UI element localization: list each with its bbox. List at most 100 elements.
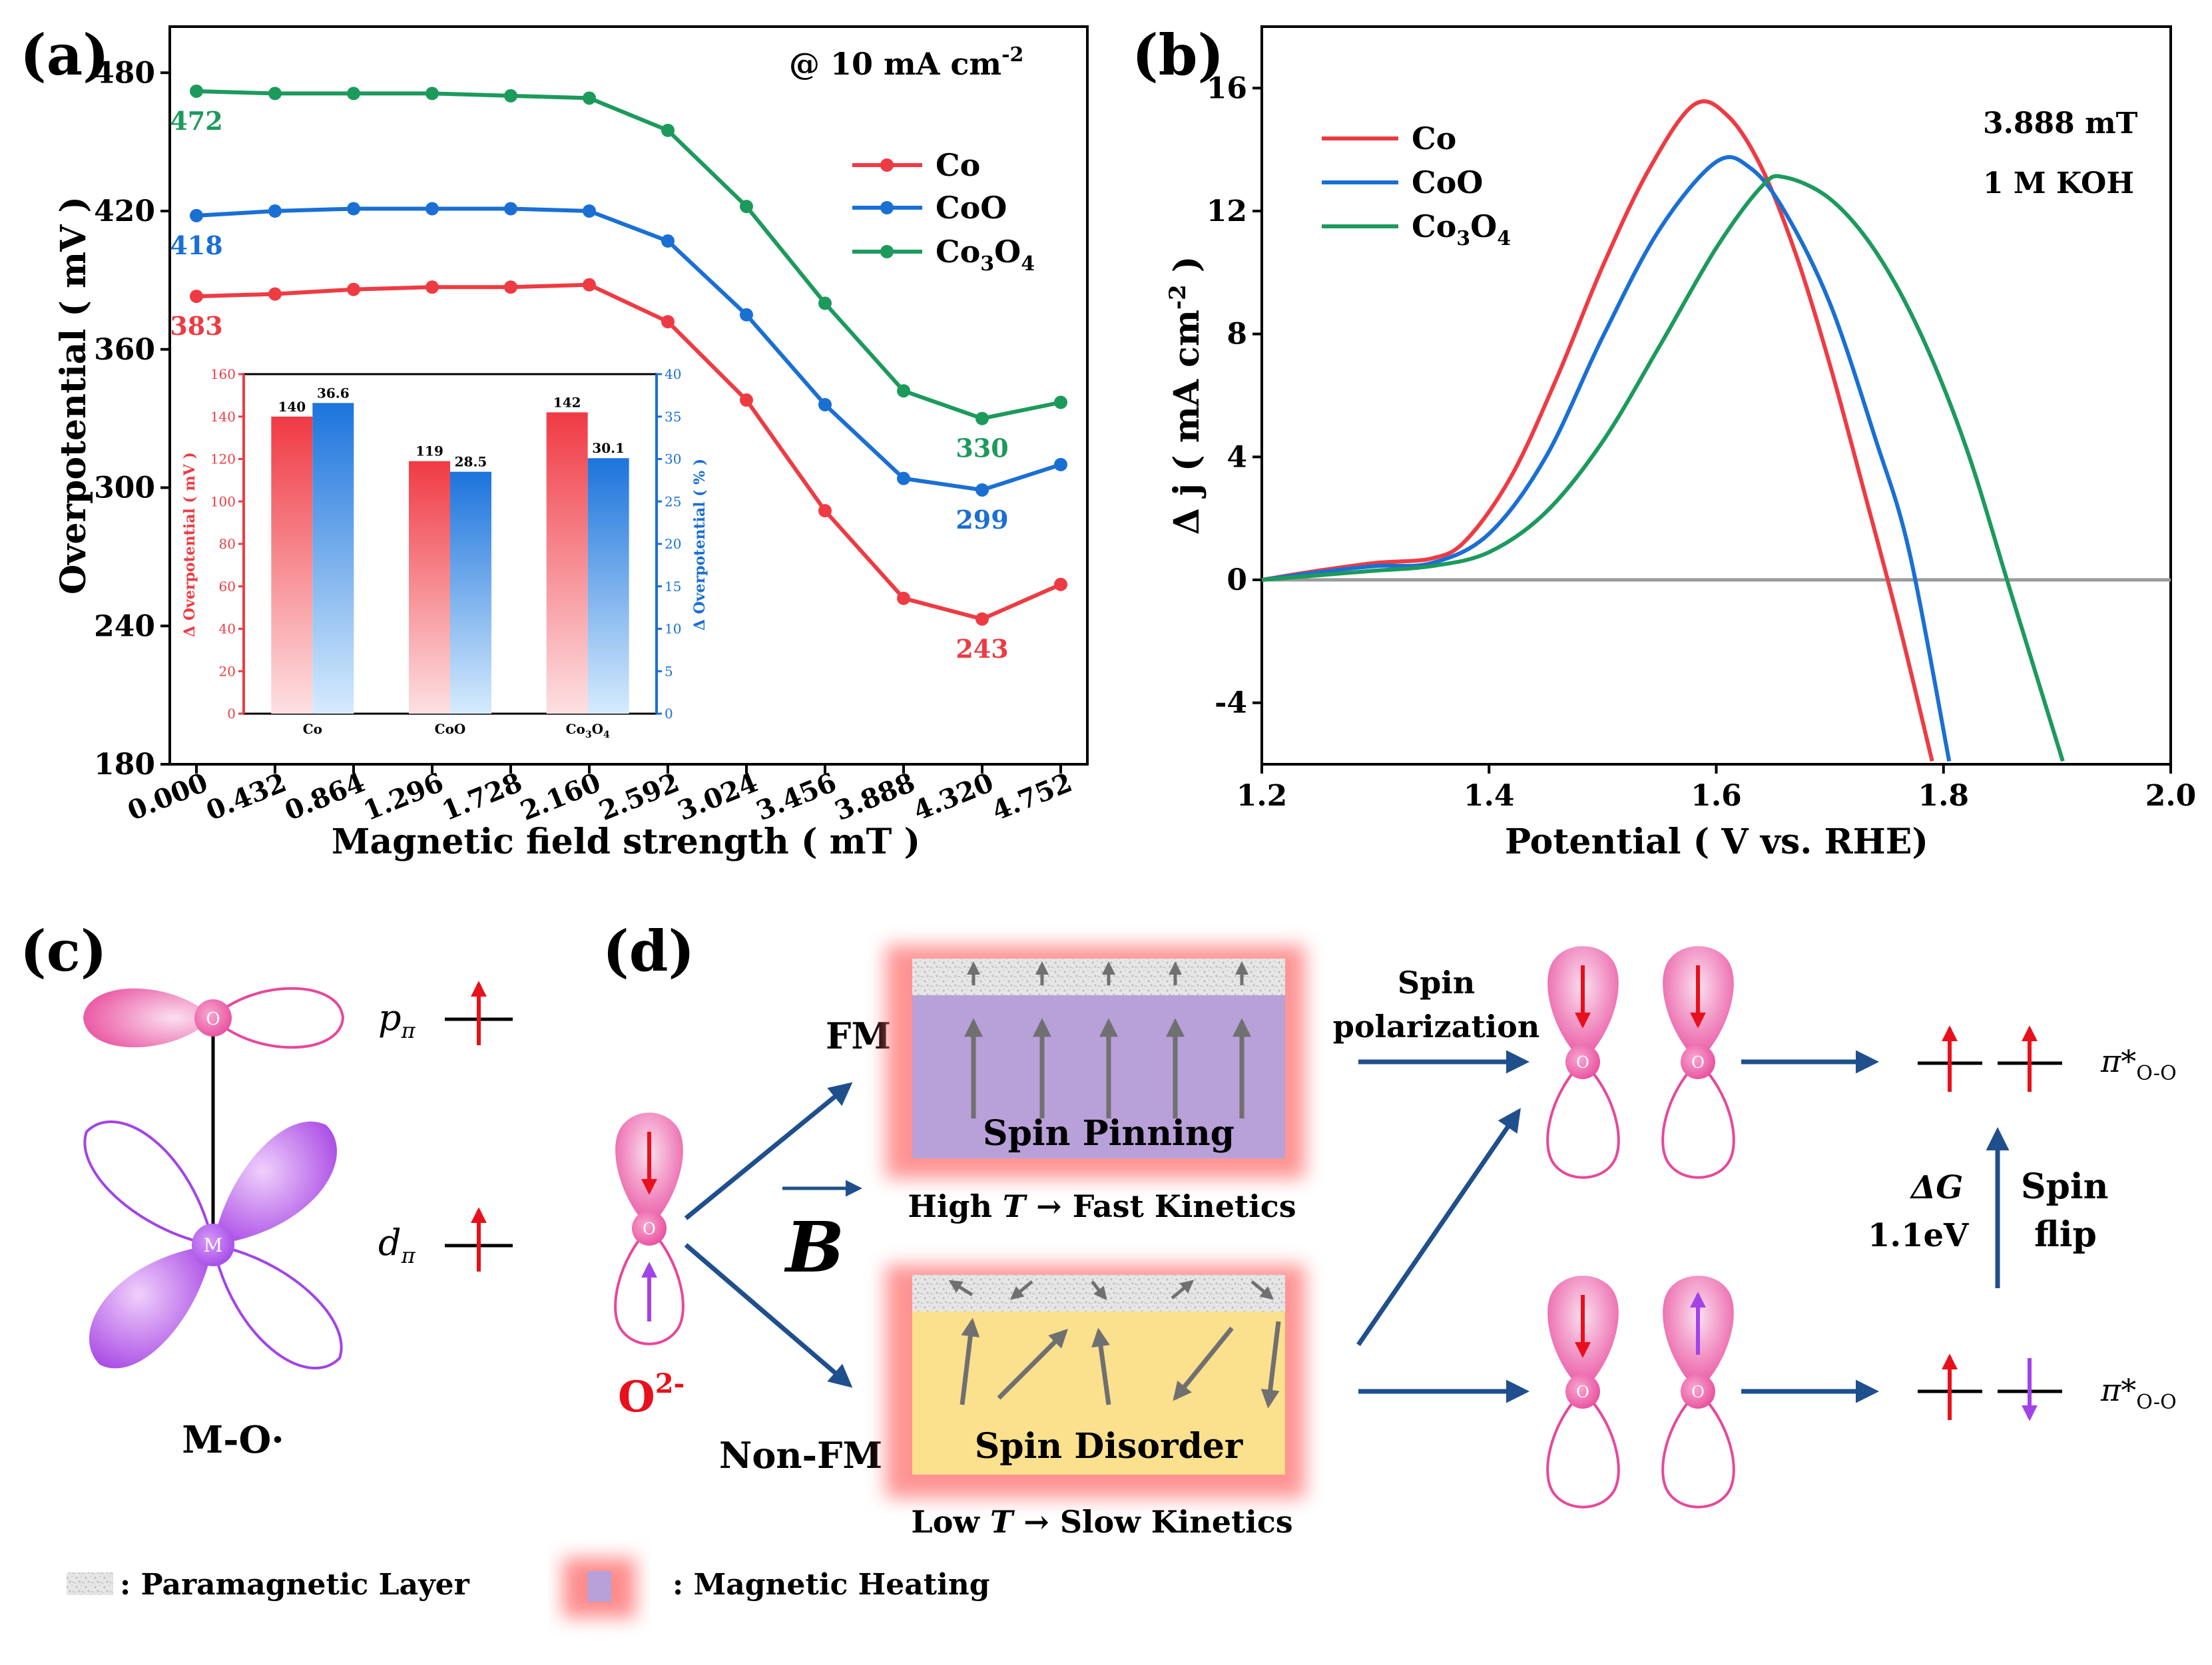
b-xtick-label: 1.6 xyxy=(1691,779,1742,813)
nonfm-kinetics-label: Low T → Slow Kinetics xyxy=(911,1504,1292,1540)
a-point-label: 299 xyxy=(956,505,1008,535)
a-xtick-label: 3.888 xyxy=(830,767,920,828)
inset-ytick-left-label: 140 xyxy=(210,409,236,425)
a-point-co xyxy=(897,591,910,605)
nonfm-label: Non-FM xyxy=(719,1434,882,1477)
inset-bar-mv xyxy=(409,461,450,714)
a-point-coo xyxy=(190,208,203,222)
a-point-label: 472 xyxy=(170,106,222,136)
panel-a-plot-frame xyxy=(168,25,1089,766)
polarized-o-left-label: O xyxy=(1576,1053,1589,1072)
b-xtick-label: 1.8 xyxy=(1918,779,1969,813)
inset-ytick-right-label: 0 xyxy=(665,706,673,722)
panel-b: (b) -4 0 4 8 12 16 1.2 1.4 1.6 1.8 2.0 Co CoO Co3O… xyxy=(1132,22,2196,862)
panel-c-label: (c) xyxy=(20,918,107,984)
magnetic-heating-legend: : Magnetic Heating xyxy=(673,1568,990,1602)
arrow-nonfm-to-polarized xyxy=(1356,1108,1521,1346)
a-ytick-label: 300 xyxy=(94,471,155,505)
fm-pinned-spin-arrows xyxy=(964,961,1251,1118)
a-point-co3o4 xyxy=(504,89,517,103)
inset-ytick-left-label: 120 xyxy=(210,451,236,467)
legend-b-co3o4-label: Co3O4 xyxy=(1412,208,1511,250)
inset-ytick-right-label: 40 xyxy=(665,366,681,382)
d-orbital-upper-left-lobe xyxy=(83,1120,215,1247)
panel-a-legend: Co CoO Co3O4 xyxy=(852,147,1035,276)
panel-d: (d) O O2- FM Non-FM B S xyxy=(67,918,2177,1618)
a-xtick-label: 1.296 xyxy=(359,767,448,828)
b-xtick-label: 1.2 xyxy=(1237,779,1288,813)
panel-b-label: (b) xyxy=(1132,22,1224,88)
panel-b-annotation-electrolyte: 1 M KOH xyxy=(1983,166,2134,200)
inset-bar-pct-label: 30.1 xyxy=(592,440,625,456)
b-series-line-co3o4 xyxy=(1261,174,2065,762)
a-point-coo xyxy=(1054,457,1067,471)
inset-content: 0 20 40 60 80 100 120 140 160 0 5 10 15 20 25 30 35 40 140… xyxy=(210,366,682,740)
legend-co3o4-label: Co3O4 xyxy=(936,234,1035,276)
legend-coo-marker xyxy=(880,201,894,214)
inset-bar-mv-label: 140 xyxy=(278,399,306,415)
a-point-coo xyxy=(661,234,675,248)
inset-ylabel-left: Δ Overpotential ( mV ) xyxy=(181,452,198,637)
a-point-co3o4 xyxy=(818,296,832,310)
a-point-co3o4 xyxy=(425,87,439,101)
b-ytick-label: 4 xyxy=(1227,440,1247,474)
a-point-coo xyxy=(504,202,517,216)
unpolarized-o-pair xyxy=(1546,1276,1735,1509)
o-atom-label: O xyxy=(206,1009,220,1029)
inset-ytick-right-label: 35 xyxy=(665,409,681,425)
a-point-co3o4 xyxy=(583,91,596,105)
paramagnetic-layer-legend: : Paramagnetic Layer xyxy=(120,1568,470,1602)
a-point-label: 418 xyxy=(170,230,222,260)
a-point-co3o4 xyxy=(347,87,360,101)
b-series-line-co xyxy=(1261,99,1934,762)
panel-d-label: (d) xyxy=(603,918,694,984)
inset-ytick-left-label: 80 xyxy=(219,536,236,552)
pi-star-bottom-label: π*O-O xyxy=(2100,1372,2177,1414)
panel-a-inset: 0 20 40 60 80 100 120 140 160 0 5 10 15 20 25 30 35 40 140… xyxy=(181,366,708,740)
a-ytick-label: 360 xyxy=(94,333,155,367)
p-orbital-left-lobe xyxy=(83,988,213,1048)
b-ytick-label: 0 xyxy=(1227,563,1247,597)
panel-b-series xyxy=(1261,99,2065,762)
o2-ion-label: O2- xyxy=(618,1368,685,1422)
b-field-label: B xyxy=(784,1206,844,1288)
spin-polarization-label-2: polarization xyxy=(1333,1009,1540,1045)
a-point-co3o4 xyxy=(975,411,989,425)
fm-label: FM xyxy=(826,1015,891,1057)
legend-coo-label: CoO xyxy=(936,190,1007,226)
a-point-co xyxy=(425,280,439,294)
a-point-co xyxy=(583,278,596,292)
panel-a-label: (a) xyxy=(20,22,109,88)
a-xtick-label: 4.752 xyxy=(987,767,1077,828)
inset-ytick-left-label: 20 xyxy=(219,663,236,679)
spin-flip-label-1: Spin xyxy=(2021,1166,2108,1207)
magnetic-heating-swatch xyxy=(587,1571,611,1602)
inset-ytick-right-label: 20 xyxy=(665,536,681,552)
panel-a-point-labels: 472 418 383 330 299 243 xyxy=(170,106,1008,664)
a-xtick-label: 3.456 xyxy=(752,767,841,828)
d-pi-label: dπ xyxy=(378,1222,416,1268)
a-point-coo xyxy=(818,397,832,411)
b-ytick-label: 8 xyxy=(1227,318,1247,352)
a-point-label: 243 xyxy=(956,634,1008,664)
o-atom xyxy=(194,999,232,1037)
inset-bar-mv-label: 142 xyxy=(553,394,581,410)
a-xtick-label: 4.320 xyxy=(909,767,998,828)
inset-ylabel-right: Δ Overpotential ( % ) xyxy=(691,459,708,630)
a-point-coo xyxy=(897,471,910,485)
a-point-co xyxy=(1054,577,1067,591)
a-xtick-label: 0.432 xyxy=(202,767,291,828)
panel-b-xlabel: Potential ( V vs. RHE) xyxy=(1505,822,1928,862)
p-orbital-right-lobe xyxy=(211,987,345,1049)
spin-polarization-label-1: Spin xyxy=(1398,965,1475,1001)
inset-ytick-left-label: 0 xyxy=(227,706,236,722)
fm-paramagnetic-layer xyxy=(912,959,1285,995)
o2-lower-lobe xyxy=(614,1226,685,1345)
legend-co-label: Co xyxy=(936,147,980,183)
inset-ytick-right-label: 5 xyxy=(665,663,673,679)
pi-star-top-label: π*O-O xyxy=(2100,1043,2177,1085)
a-ytick-label: 180 xyxy=(94,748,155,782)
a-ytick-label: 420 xyxy=(94,194,155,228)
p-pi-label: pπ xyxy=(378,997,416,1043)
panel-b-ticks: -4 0 4 8 12 16 1.2 1.4 1.6 1.8 2.0 xyxy=(1207,71,2197,813)
